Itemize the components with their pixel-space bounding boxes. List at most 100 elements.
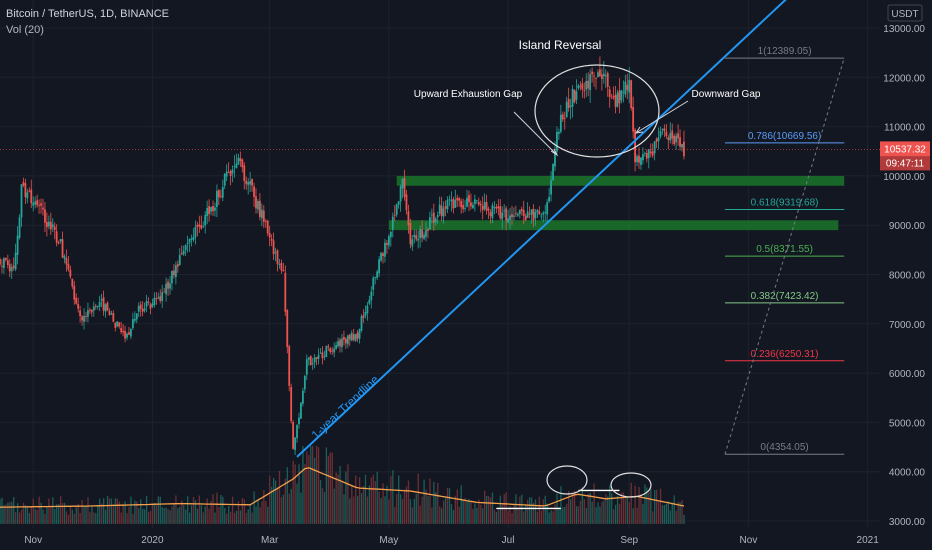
volume-bar	[609, 485, 611, 524]
volume-bar	[663, 505, 666, 524]
candle-body	[559, 114, 562, 132]
support-zone	[396, 175, 845, 186]
volume-bar	[509, 506, 511, 524]
symbol-title[interactable]: Bitcoin / TetherUS, 1D, BINANCE	[6, 8, 170, 20]
candle-body	[157, 297, 160, 299]
candle-body	[645, 153, 648, 159]
candle-body	[370, 291, 373, 301]
volume-bar	[67, 514, 70, 524]
candle-body	[225, 171, 228, 177]
volume-bar	[474, 503, 476, 524]
volume-bar	[398, 475, 400, 524]
volume-indicator-label[interactable]: Vol (20)	[6, 24, 44, 36]
candle-body	[534, 212, 537, 219]
candle-body	[472, 204, 474, 209]
candle-body	[96, 305, 99, 307]
candle-body	[530, 209, 533, 215]
candle-body	[413, 234, 416, 238]
candle-body	[122, 331, 125, 333]
candle-body	[307, 357, 310, 360]
candle-body	[176, 264, 179, 267]
candle-body	[214, 207, 216, 211]
volume-bar	[484, 490, 486, 524]
candle-body	[169, 283, 171, 289]
candle-body	[22, 181, 25, 186]
price-axis-bg	[880, 0, 932, 550]
y-tick-label: 5000.00	[889, 418, 926, 429]
volume-bar	[415, 493, 417, 524]
volume-bar	[544, 495, 546, 524]
candle-body	[180, 253, 183, 255]
candle-body	[595, 78, 597, 80]
volume-bar	[585, 507, 587, 524]
volume-bar	[487, 496, 490, 524]
candle-body	[204, 215, 207, 226]
candle-body	[77, 303, 80, 309]
volume-bar	[169, 510, 171, 524]
volume-bar	[173, 504, 175, 524]
volume-bar	[1, 497, 3, 524]
y-tick-label: 12000.00	[883, 73, 925, 84]
volume-bar	[229, 511, 232, 524]
candle-body	[667, 137, 670, 140]
candle-body	[362, 315, 365, 318]
candle-body	[292, 422, 295, 449]
volume-bar	[362, 486, 365, 524]
candle-body	[173, 270, 175, 276]
volume-bar	[108, 498, 111, 524]
volume-bar	[319, 480, 322, 524]
candle-body	[331, 350, 334, 352]
fibonacci-retracement: 1(12389.05) 0.786(10669.56) 0.618(9319.68)…	[724, 46, 845, 455]
candle-body	[12, 265, 15, 269]
volume-bar	[3, 505, 5, 524]
candle-body	[182, 250, 185, 255]
candle-body	[276, 250, 279, 265]
candle-body	[401, 178, 404, 189]
candle-body	[585, 81, 588, 90]
candle-body	[249, 181, 252, 185]
volume-ellipse	[610, 472, 652, 498]
candle-body	[57, 242, 60, 244]
volume-bar	[179, 506, 181, 524]
candle-body	[348, 334, 351, 340]
x-tick-label: 2021	[857, 535, 880, 546]
volume-bar	[677, 501, 679, 524]
candle-body	[653, 141, 656, 154]
candle-body	[563, 118, 566, 120]
volume-bar	[675, 510, 677, 524]
volume-bar	[360, 493, 363, 524]
volume-bar	[613, 509, 615, 524]
volume-bar	[485, 495, 488, 524]
trendline	[296, 0, 787, 458]
currency-box	[887, 4, 923, 22]
candle-body	[266, 220, 269, 234]
volume-bar	[368, 485, 371, 524]
volume-bar	[22, 502, 25, 524]
volume-bar	[669, 510, 671, 524]
volume-bar	[540, 510, 542, 524]
volume-bar	[603, 500, 605, 524]
volume-bar	[210, 500, 212, 524]
candle-body	[63, 256, 66, 259]
volume-bar	[77, 503, 79, 524]
volume-bar	[190, 505, 193, 524]
volume-bar	[263, 490, 265, 524]
candle-body	[186, 242, 189, 244]
candle-body	[4, 257, 7, 260]
volume-bar	[206, 498, 208, 524]
volume-bar	[15, 512, 17, 524]
volume-bar	[40, 502, 42, 524]
candle-body	[350, 332, 353, 341]
volume-bar	[175, 495, 177, 524]
volume-bar	[349, 498, 351, 524]
candle-body	[131, 319, 134, 329]
candle-body	[546, 202, 549, 215]
candle-body	[628, 79, 631, 93]
volume-bar	[93, 512, 95, 524]
candle-body	[159, 296, 162, 301]
island-reversal-ellipse	[534, 64, 660, 158]
candle-body	[298, 417, 300, 425]
candle-body	[288, 346, 291, 386]
